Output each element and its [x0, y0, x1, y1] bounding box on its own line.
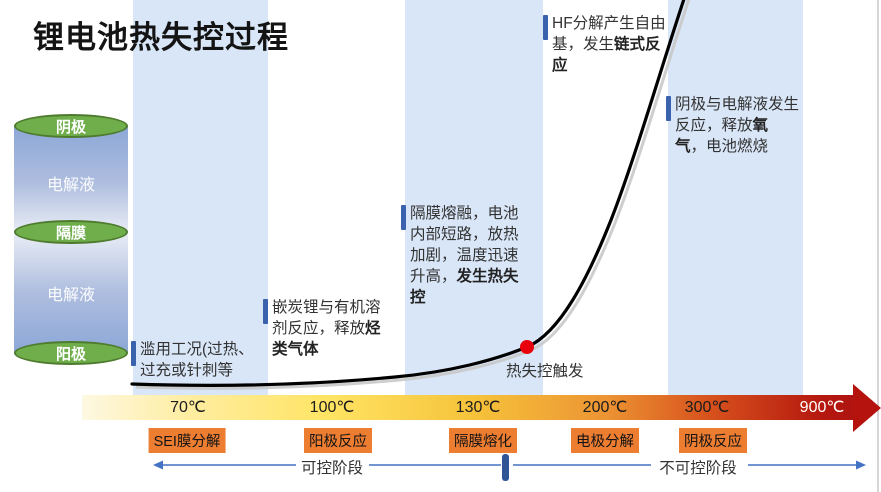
annotation-accent-bar	[131, 341, 136, 366]
annotation-anode-reaction: 嵌炭锂与有机溶剂反应，释放烃类气体	[263, 297, 394, 360]
annotation-separator-melt: 隔膜熔融，电池内部短路，放热加剧，温度迅速升高，发生热失控	[401, 203, 532, 308]
phase-right-arrowhead-icon	[856, 460, 866, 470]
stage-band-70c	[133, 0, 268, 396]
phase-left-arrowhead-icon	[153, 460, 163, 470]
phase-label-uncontrollable: 不可控阶段	[659, 460, 737, 477]
temp-label-200c: 200℃	[582, 399, 628, 416]
stage-chip-sei-decomposition: SEI膜分解	[148, 428, 226, 453]
temp-label-300c: 300℃	[684, 399, 730, 416]
battery-layer-cathode: 阴极	[14, 114, 128, 138]
annotation-text: 嵌炭锂与有机溶剂反应，释放烃类气体	[272, 299, 381, 359]
stage-chip-separator-melt: 隔膜熔化	[449, 428, 517, 453]
page-title: 锂电池热失控过程	[33, 20, 289, 55]
annotation-text: 阴极与电解液发生反应，释放氧气，电池燃烧	[675, 96, 800, 156]
annotation-abuse-conditions: 滥用工况(过热、过充或针刺等	[131, 339, 265, 381]
battery-layer-electrolyte-top: 电解液	[46, 177, 95, 194]
annotation-text: 滥用工况(过热、过充或针刺等	[140, 341, 254, 380]
temp-label-70c: 70℃	[170, 399, 206, 416]
battery-layer-anode: 阳极	[14, 341, 128, 365]
annotation-cathode-reaction: 阴极与电解液发生反应，释放氧气，电池燃烧	[666, 94, 799, 157]
temp-axis-arrowhead-icon	[853, 384, 881, 432]
annotation-accent-bar	[666, 96, 671, 121]
annotation-hf-decomposition: HF分解产生自由基，发生链式反应	[543, 13, 672, 76]
battery-layer-electrolyte-bottom: 电解液	[46, 287, 95, 304]
temp-label-900c: 900℃	[799, 399, 845, 416]
temp-axis-bar	[82, 395, 853, 420]
stage-chip-cathode-reaction: 阴极反应	[679, 428, 747, 453]
annotation-accent-bar	[401, 205, 406, 230]
annotation-text: 隔膜熔融，电池内部短路，放热加剧，温度迅速升高，发生热失控	[410, 205, 519, 307]
phase-label-controllable: 可控阶段	[300, 460, 364, 477]
phase-divider	[502, 454, 509, 481]
stage-chip-anode-reaction: 阳极反应	[304, 428, 372, 453]
annotation-accent-bar	[263, 299, 268, 324]
stage-band-130c	[405, 0, 543, 396]
stage-chip-electrode-decomposition: 电极分解	[571, 428, 639, 453]
annotation-text: HF分解产生自由基，发生链式反应	[552, 15, 666, 75]
slide-right-edge	[877, 0, 879, 492]
stage-band-300c	[668, 0, 803, 396]
temp-label-100c: 100℃	[309, 399, 355, 416]
trigger-label: 热失控触发	[506, 363, 584, 380]
temp-label-130c: 130℃	[455, 399, 501, 416]
battery-layer-separator: 隔膜	[14, 220, 128, 244]
annotation-accent-bar	[543, 15, 548, 40]
